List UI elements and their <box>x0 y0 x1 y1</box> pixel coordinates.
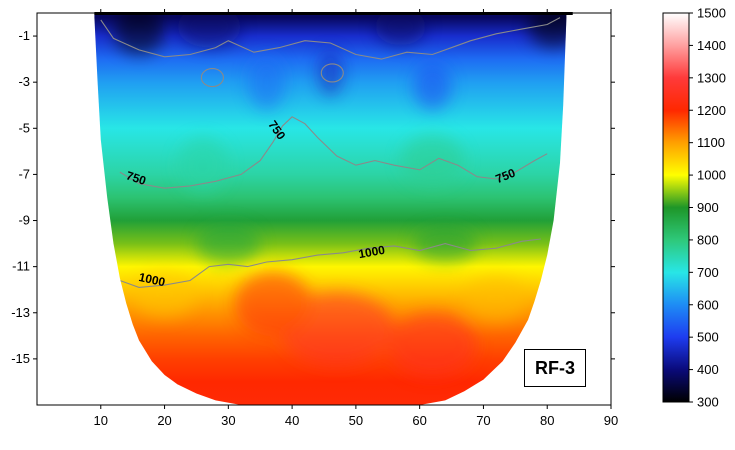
contour-loop <box>320 63 344 83</box>
colorbar-tick-label: 600 <box>697 297 719 312</box>
colorbar-tick-label: 1000 <box>697 168 726 183</box>
colorbar: 300 400 500 600 700 800 900 1000 1100 1200 1300 140… <box>662 6 726 410</box>
colorbar-tick-label: 500 <box>697 330 719 345</box>
texture-blob <box>375 13 427 46</box>
colorbar-tick-label: 1400 <box>697 38 726 53</box>
texture-blob <box>234 271 312 336</box>
contour-500 <box>100 17 561 60</box>
colorbar-tick-label: 400 <box>697 362 719 377</box>
x-tick-label: 50 <box>349 413 363 428</box>
colorbar-tick-label: 900 <box>697 200 719 215</box>
y-tick-label: -3 <box>18 74 30 89</box>
contour-loop <box>200 68 224 88</box>
texture-blob <box>196 222 261 265</box>
texture-blob <box>113 13 165 55</box>
x-tick-label: 20 <box>157 413 171 428</box>
texture-blob <box>247 54 286 110</box>
resistivity-section <box>94 13 567 405</box>
x-tick-label: 80 <box>540 413 554 428</box>
texture-blob <box>317 49 344 97</box>
colorbar-tick-label: 1200 <box>697 103 726 118</box>
texture-layer <box>113 13 567 378</box>
x-tick-label: 30 <box>221 413 235 428</box>
texture-blob <box>387 312 478 378</box>
x-tick-label: 10 <box>94 413 108 428</box>
colorbar-tick-label: 1100 <box>697 135 725 150</box>
y-tick-label: -7 <box>18 166 30 181</box>
x-tick-label: 70 <box>476 413 490 428</box>
section-label: RF-3 <box>535 357 575 378</box>
contour-750 <box>119 116 548 189</box>
colorbar-tick-label: 1300 <box>697 70 726 85</box>
x-tick-label: 90 <box>604 413 618 428</box>
contour-label: 1000 <box>137 270 166 289</box>
colorbar-tick-label: 700 <box>697 265 719 280</box>
texture-blob <box>177 13 242 48</box>
y-tick-label: -11 <box>12 259 30 274</box>
texture-blob <box>400 135 465 186</box>
texture-blob <box>177 137 229 193</box>
texture-blob <box>413 63 452 110</box>
colorbar-tick-label: 800 <box>697 232 719 247</box>
y-tick-label: -13 <box>11 305 30 320</box>
contour-label: 1000 <box>357 243 386 261</box>
x-tick-label: 60 <box>412 413 426 428</box>
plot-frame <box>36 12 612 406</box>
y-tick-label: -15 <box>11 351 30 366</box>
section-label-box: RF-3 <box>524 349 586 387</box>
y-tick-label: -9 <box>18 213 30 228</box>
x-tick-label: 40 <box>285 413 299 428</box>
colorbar-tick-label: 300 <box>697 395 719 410</box>
colorbar-scale <box>662 12 690 403</box>
contour-1000 <box>119 238 541 288</box>
texture-blob <box>464 275 529 322</box>
colorbar-tick-label: 1500 <box>697 6 726 21</box>
y-tick-label: -5 <box>18 120 30 135</box>
contour-lines <box>100 17 561 288</box>
axes: 10 20 30 40 50 60 70 80 90 -1 -3 -5 -7 -9 -11 -13 -15 <box>11 9 618 428</box>
y-tick-label: -1 <box>18 28 30 43</box>
contour-label: 750 <box>124 168 148 188</box>
